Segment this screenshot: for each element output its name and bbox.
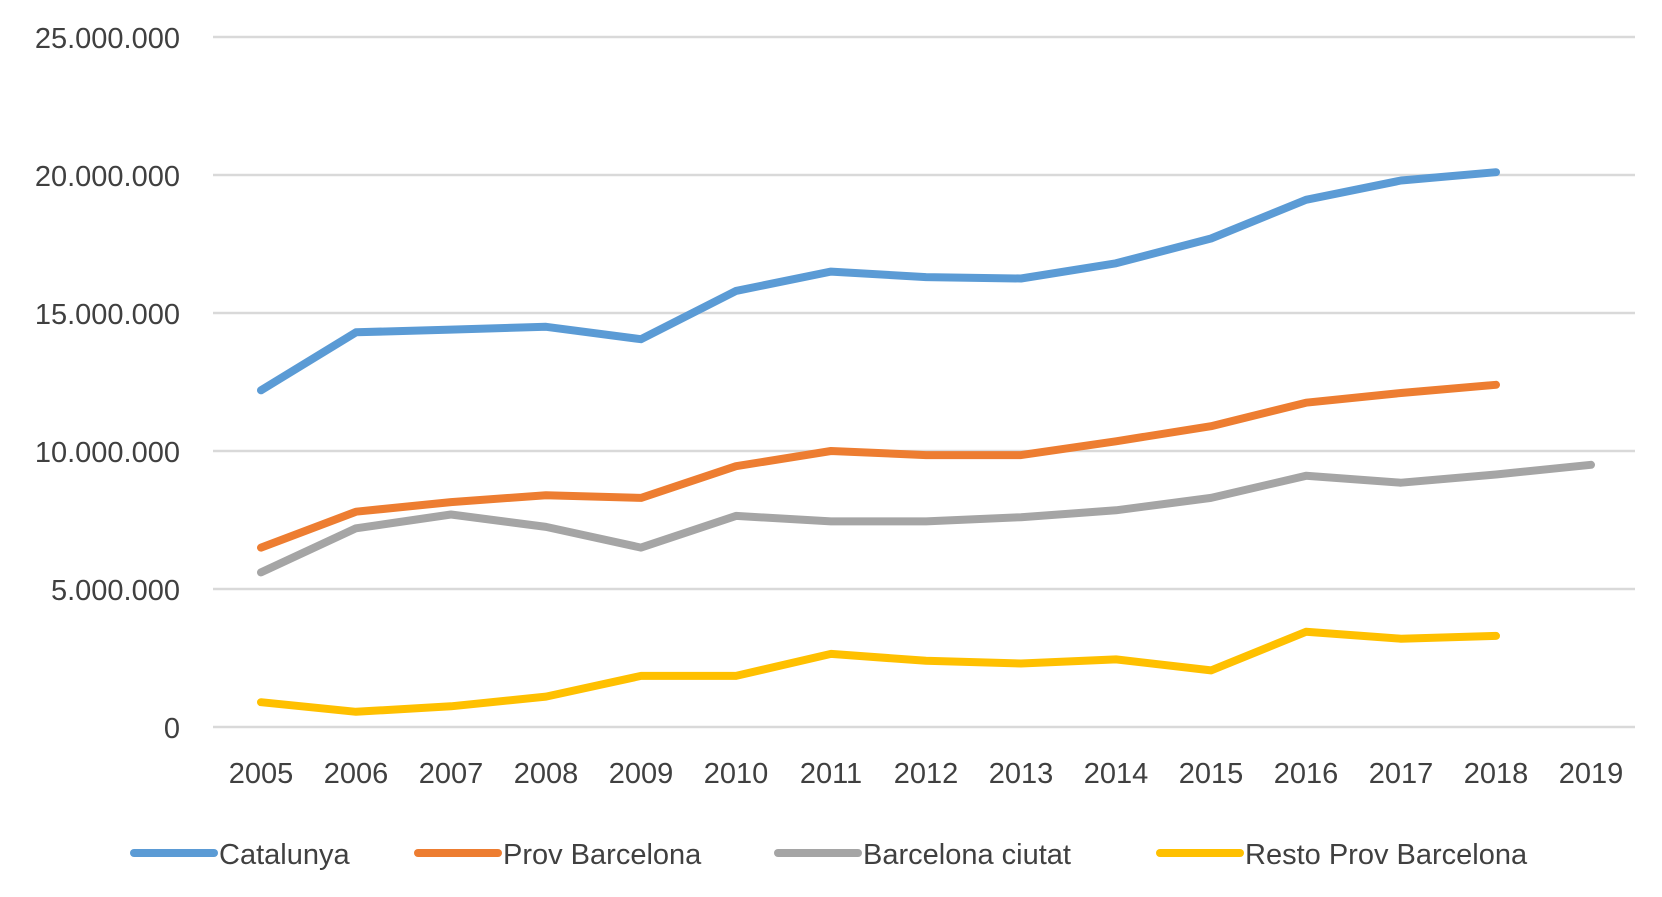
x-axis-tick-labels: 2005 2006 2007 2008 2009 2010 2011 2012 2013 2014…: [229, 758, 1624, 790]
series-line: [257, 460, 1595, 577]
series-prov-barcelona: [257, 380, 1500, 552]
x-tick-label: 2011: [800, 758, 862, 790]
y-tick-label: 15.000.000: [35, 299, 180, 331]
grid-layer: [213, 35, 1635, 729]
x-tick-label: 2012: [894, 758, 959, 790]
legend: Catalunya Prov Barcelona Barcelona ciutat R…: [130, 839, 1528, 871]
y-tick-label: 5.000.000: [51, 575, 180, 607]
legend-item: Barcelona ciutat: [774, 839, 1071, 871]
series-line: [257, 380, 1500, 552]
x-tick-label: 2016: [1274, 758, 1339, 790]
x-tick-label: 2014: [1084, 758, 1149, 790]
y-tick-label: 25.000.000: [35, 23, 180, 55]
legend-item: Prov Barcelona: [414, 839, 702, 871]
x-tick-label: 2006: [324, 758, 389, 790]
series-line: [257, 168, 1500, 395]
x-tick-label: 2009: [609, 758, 674, 790]
x-tick-label: 2019: [1559, 758, 1624, 790]
x-tick-label: 2010: [704, 758, 769, 790]
series-resto-prov-barcelona: [257, 627, 1500, 716]
x-tick-label: 2005: [229, 758, 294, 790]
y-tick-label: 0: [164, 713, 180, 745]
y-tick-label: 20.000.000: [35, 161, 180, 193]
series-layer: [257, 168, 1595, 716]
legend-label: Barcelona ciutat: [863, 839, 1071, 871]
x-tick-label: 2015: [1179, 758, 1244, 790]
legend-label: Catalunya: [219, 839, 350, 871]
series-line: [257, 627, 1500, 716]
x-tick-label: 2017: [1369, 758, 1434, 790]
y-tick-label: 10.000.000: [35, 437, 180, 469]
series-barcelona-ciutat: [257, 460, 1595, 577]
legend-item: Catalunya: [130, 839, 350, 871]
x-tick-label: 2013: [989, 758, 1054, 790]
x-tick-label: 2008: [514, 758, 579, 790]
series-catalunya: [257, 168, 1500, 395]
legend-label: Prov Barcelona: [503, 839, 702, 871]
legend-item: Resto Prov Barcelona: [1156, 839, 1528, 871]
x-tick-label: 2018: [1464, 758, 1529, 790]
x-tick-label: 2007: [419, 758, 484, 790]
legend-label: Resto Prov Barcelona: [1245, 839, 1528, 871]
y-axis-tick-labels: 0 5.000.000 10.000.000 15.000.000 20.000.000…: [35, 23, 180, 745]
